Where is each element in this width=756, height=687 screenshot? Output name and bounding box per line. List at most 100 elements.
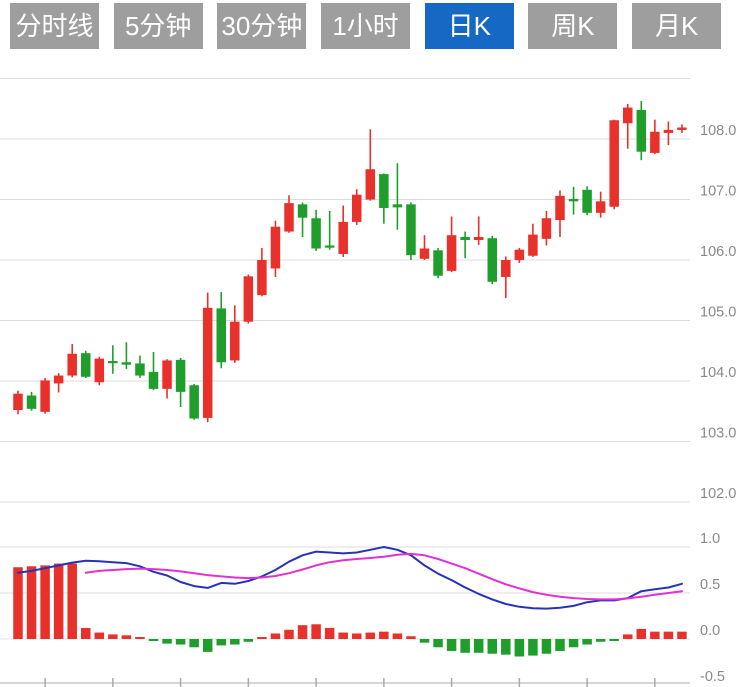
- macd-bar: [609, 639, 619, 641]
- price-axis-label: 106.0: [700, 244, 736, 260]
- candle-body: [81, 353, 91, 377]
- macd-bar: [460, 639, 470, 653]
- dea-line: [84, 552, 683, 601]
- macd-bar: [40, 565, 50, 639]
- candle-body: [663, 129, 674, 133]
- price-axis-labels: 108.0 107.0 106.0 105.0 104.0 103.0 102.0: [700, 123, 736, 502]
- macd-bar: [121, 635, 132, 639]
- macd-bar: [175, 639, 186, 645]
- tab-daily-k[interactable]: 日K: [424, 3, 514, 49]
- macd-bar: [582, 639, 592, 645]
- macd-bar: [650, 631, 660, 639]
- candle-body: [284, 203, 294, 232]
- macd-bar: [379, 631, 389, 639]
- macd-bar: [230, 639, 240, 645]
- candle-body: [487, 238, 497, 282]
- macd-bar: [26, 566, 37, 639]
- candle-body: [338, 221, 348, 254]
- price-axis-label: 102.0: [700, 486, 736, 502]
- macd-bar: [555, 639, 565, 651]
- dif-line: [17, 546, 683, 610]
- tab-monthly-k[interactable]: 月K: [632, 3, 722, 49]
- candle-body: [297, 204, 308, 218]
- candle-body: [636, 109, 647, 152]
- candle-body: [26, 395, 37, 409]
- candles: [13, 100, 687, 423]
- candle-body: [135, 363, 145, 376]
- macd-bar: [257, 637, 267, 639]
- macd-bar: [189, 639, 199, 648]
- candle-body: [568, 198, 579, 202]
- macd-bar: [446, 639, 457, 651]
- macd-bar: [406, 636, 416, 639]
- macd-bar: [202, 639, 213, 652]
- candle-body: [311, 218, 321, 249]
- tab-timeline[interactable]: 分时线: [10, 3, 99, 49]
- candle-body: [175, 359, 186, 392]
- macd-bar: [53, 563, 64, 639]
- price-axis-label: 108.0: [700, 123, 736, 139]
- candle-body: [595, 201, 606, 213]
- candle-body: [257, 260, 267, 296]
- macd-bar: [623, 634, 633, 639]
- macd-bar: [514, 639, 525, 657]
- macd-bar: [162, 639, 172, 644]
- tab-weekly-k[interactable]: 周K: [528, 3, 618, 49]
- candle-body: [623, 107, 633, 124]
- macd-bar: [311, 624, 321, 639]
- candle-body: [189, 385, 199, 419]
- x-axis: [0, 678, 690, 687]
- macd-bar: [392, 633, 403, 639]
- macd-bar: [108, 634, 118, 639]
- price-axis-label: 107.0: [700, 184, 736, 200]
- candle-body: [216, 308, 226, 363]
- candle-body: [501, 260, 511, 277]
- tab-1hour[interactable]: 1小时: [321, 3, 411, 49]
- macd-bar: [297, 625, 308, 639]
- macd-axis-label: 0.5: [700, 577, 720, 593]
- candle-body: [67, 353, 77, 376]
- candle-body: [13, 393, 23, 411]
- candle-body: [324, 245, 335, 248]
- macd-bar: [663, 631, 674, 639]
- macd-axis-label: 0.0: [700, 623, 720, 639]
- tab-5min[interactable]: 5分钟: [113, 3, 203, 49]
- candle-body: [406, 204, 416, 256]
- macd-bar: [541, 639, 552, 654]
- macd-bar: [284, 629, 294, 639]
- macd-bar: [636, 628, 647, 639]
- candle-body: [352, 194, 362, 222]
- candle-body: [473, 237, 484, 241]
- macd-bar: [365, 632, 376, 639]
- macd-bar: [135, 637, 145, 639]
- candle-body: [94, 358, 105, 383]
- price-axis-label: 104.0: [700, 365, 736, 381]
- macd-bar: [67, 563, 77, 639]
- candle-body: [514, 249, 525, 260]
- price-grid: [0, 78, 690, 503]
- candle-body: [650, 131, 660, 153]
- macd-bar: [94, 632, 105, 639]
- candle-body: [162, 360, 172, 389]
- candle-body: [541, 218, 552, 239]
- tab-30min[interactable]: 30分钟: [217, 3, 307, 49]
- macd-bar: [568, 639, 579, 648]
- candle-body: [419, 248, 430, 259]
- candle-body: [460, 237, 470, 241]
- macd-bar: [338, 632, 348, 639]
- candle-body: [243, 276, 254, 322]
- candle-body: [365, 169, 376, 200]
- macd-bar: [595, 639, 606, 642]
- macd-axis-labels: 1.0 0.5 0.0 -0.5: [700, 531, 725, 685]
- candle-body: [40, 380, 50, 412]
- candle-body: [555, 195, 565, 221]
- candle-body: [148, 371, 159, 389]
- macd-bar: [13, 567, 23, 639]
- candle-body: [446, 235, 457, 271]
- macd-bar: [243, 639, 254, 642]
- macd-axis-label: 1.0: [700, 531, 720, 547]
- macd-bar: [324, 627, 335, 639]
- macd-bar: [501, 639, 511, 655]
- macd-bar: [81, 627, 91, 639]
